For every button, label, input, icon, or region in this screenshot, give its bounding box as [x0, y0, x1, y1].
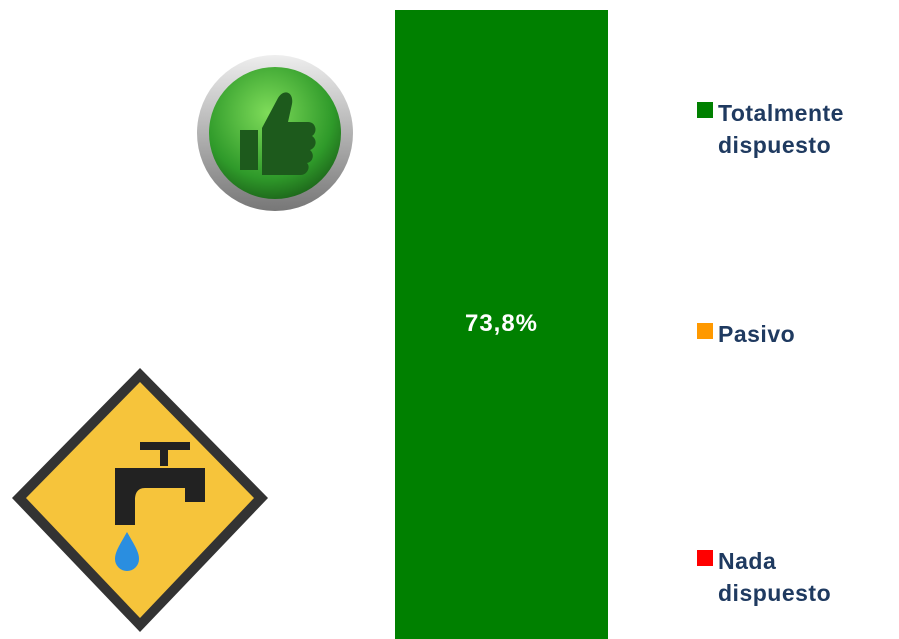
thumbs-up-icon: [197, 55, 353, 211]
legend-swatch: [697, 102, 713, 118]
legend-item: Pasivo: [697, 318, 888, 350]
bar-segment: [395, 10, 608, 639]
value-label: 73,8%: [465, 310, 538, 337]
legend-swatch: [697, 323, 713, 339]
legend-swatch: [697, 550, 713, 566]
legend-item: Nada dispuesto: [697, 545, 888, 609]
legend-label: Nada dispuesto: [718, 548, 832, 606]
water-tap-sign: [12, 368, 268, 632]
legend-label: Totalmente dispuesto: [718, 100, 844, 158]
legend-label: Pasivo: [718, 321, 796, 347]
legend-item: Totalmente dispuesto: [697, 97, 888, 161]
